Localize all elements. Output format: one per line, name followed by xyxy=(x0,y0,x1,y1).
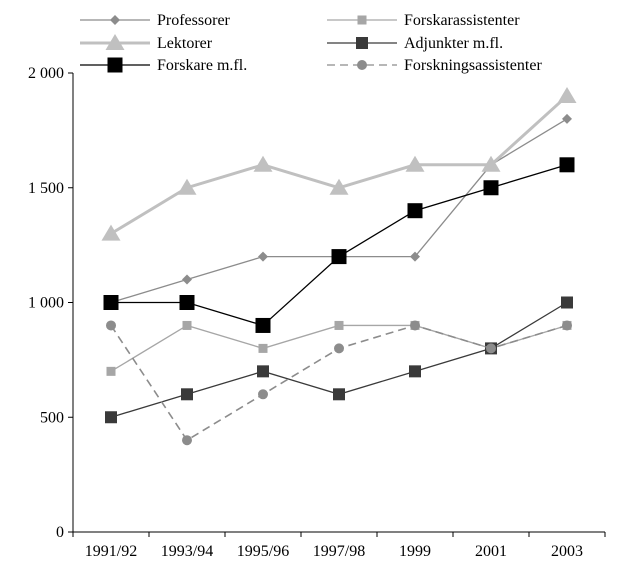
legend-item: Lektorer xyxy=(80,34,213,52)
x-tick-label: 2003 xyxy=(551,543,583,560)
data-point xyxy=(258,343,268,353)
legend-label: Forskare m.fl. xyxy=(157,57,247,74)
y-tick-label: 0 xyxy=(56,524,64,541)
legend-item: Forskningsassistenter xyxy=(327,57,542,74)
series-lektorer xyxy=(101,86,577,241)
data-point xyxy=(481,155,501,172)
data-point xyxy=(405,155,425,172)
data-point xyxy=(331,249,347,265)
x-tick-label: 1995/96 xyxy=(237,543,289,560)
data-point xyxy=(101,224,121,241)
legend-label: Lektorer xyxy=(157,35,213,52)
data-point xyxy=(559,157,575,173)
data-point xyxy=(253,155,273,172)
legend-marker xyxy=(110,15,120,25)
data-point xyxy=(105,411,117,424)
data-point xyxy=(255,317,271,333)
x-tick-label: 2001 xyxy=(475,543,507,560)
axes: 0 500 1 000 1 500 2 000 1991/92 1993/94 1995/96… xyxy=(28,65,606,560)
data-point xyxy=(179,295,195,310)
legend-label: Forskningsassistenter xyxy=(404,57,542,74)
legend-label: Adjunkter m.fl. xyxy=(404,35,503,52)
data-point xyxy=(410,320,420,331)
legend-marker xyxy=(357,15,367,25)
data-point xyxy=(106,366,116,376)
y-tick-label: 2 000 xyxy=(28,65,64,82)
x-tick-label: 1999 xyxy=(399,543,431,560)
data-point xyxy=(258,251,268,262)
series-line xyxy=(110,324,568,442)
legend-item: Forskare m.fl. xyxy=(80,57,247,74)
plot-area xyxy=(101,86,577,446)
data-point xyxy=(257,365,269,378)
legend-label: Professorer xyxy=(157,12,231,29)
data-point xyxy=(557,86,577,103)
series-line xyxy=(110,94,569,235)
legend: Professorer Lektorer Forskare m.fl. Forskar… xyxy=(80,12,542,74)
data-point xyxy=(334,320,344,330)
data-point xyxy=(562,320,572,331)
legend-marker xyxy=(357,60,367,70)
data-point xyxy=(409,365,421,378)
series-adjunkter-m-fl- xyxy=(105,296,573,424)
data-point xyxy=(561,296,573,309)
x-tick-label: 1997/98 xyxy=(313,543,365,560)
legend-item: Adjunkter m.fl. xyxy=(327,35,503,52)
legend-label: Forskarassistenter xyxy=(404,12,520,29)
data-point xyxy=(334,343,344,354)
y-tick-label: 1 500 xyxy=(28,180,64,197)
data-point xyxy=(562,113,572,124)
series-forskningsassistenter xyxy=(106,320,572,446)
y-tick-label: 500 xyxy=(40,409,64,426)
data-point xyxy=(410,251,420,262)
data-point xyxy=(258,389,268,400)
legend-marker xyxy=(356,37,368,49)
legend-item: Forskarassistenter xyxy=(327,12,520,29)
data-point xyxy=(103,295,119,310)
series-professorer xyxy=(106,113,572,308)
series-forskare-m-fl- xyxy=(103,157,575,333)
data-point xyxy=(181,388,193,401)
data-point xyxy=(486,343,496,354)
x-tick-label: 1991/92 xyxy=(85,543,137,560)
data-point xyxy=(182,320,192,330)
legend-marker xyxy=(105,34,125,50)
data-point xyxy=(333,388,345,401)
legend-item: Professorer xyxy=(80,12,231,29)
data-point xyxy=(182,435,192,446)
series-line xyxy=(110,118,568,304)
data-point xyxy=(177,178,197,195)
x-tick-label: 1993/94 xyxy=(161,543,213,560)
legend-marker xyxy=(107,57,123,73)
data-point xyxy=(407,203,423,219)
data-point xyxy=(106,320,116,331)
data-point xyxy=(182,274,192,285)
data-point xyxy=(329,178,349,195)
data-point xyxy=(483,180,499,196)
y-tick-label: 1 000 xyxy=(28,295,64,312)
